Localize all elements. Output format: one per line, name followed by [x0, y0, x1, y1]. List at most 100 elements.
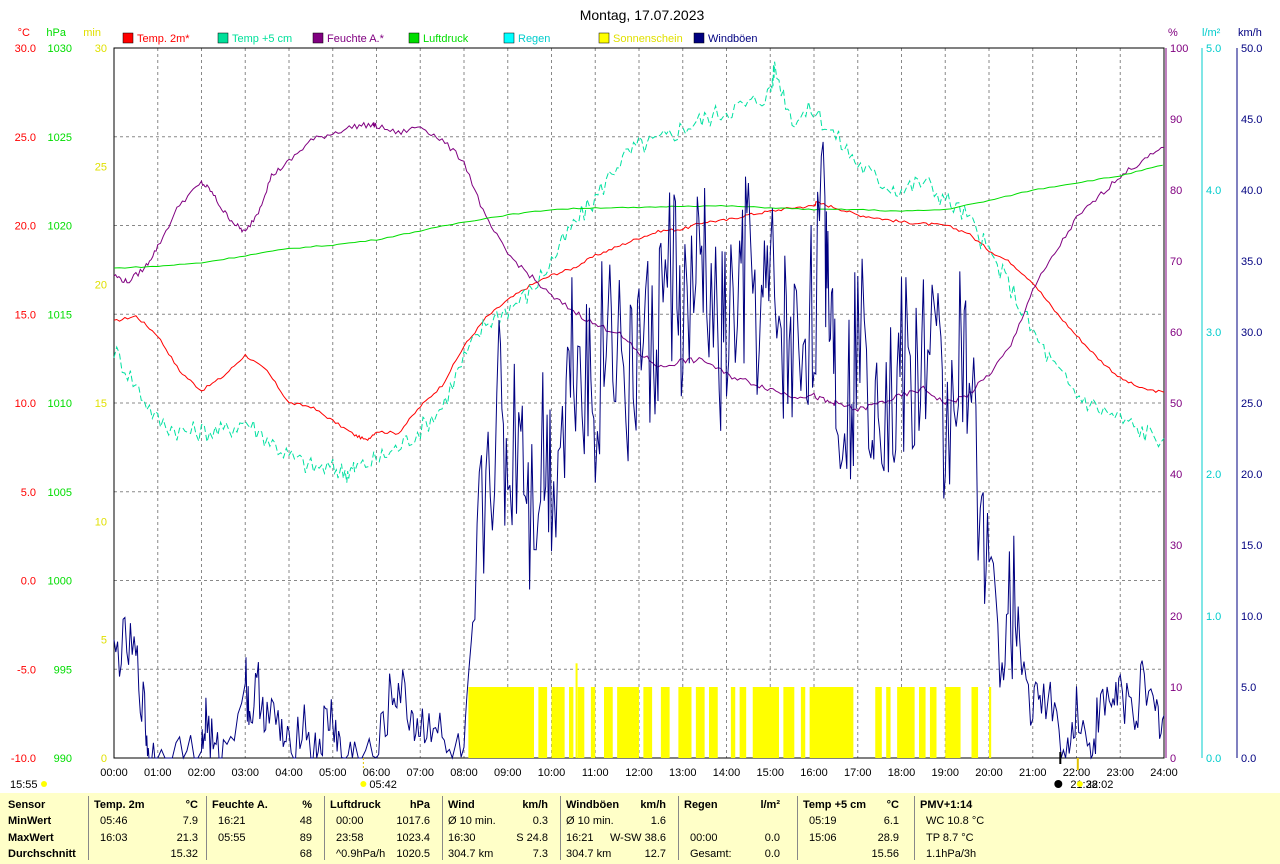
- stats-separator: [678, 796, 679, 860]
- stats-value: 1.6: [650, 815, 666, 827]
- tick-label-wind: 40.0: [1241, 185, 1262, 197]
- tick-label-temp: 30.0: [15, 43, 36, 55]
- tick-label-hum: 50: [1170, 398, 1182, 410]
- tick-label-rain: 3.0: [1206, 327, 1221, 339]
- axis-unit-temp: °C: [18, 27, 30, 39]
- stats-separator: [206, 796, 207, 860]
- sunshine-bar: [569, 687, 574, 758]
- stats-group-unit: hPa: [409, 799, 430, 811]
- legend-label: Sonnenschein: [613, 33, 683, 45]
- stats-value: 1017.6: [396, 815, 430, 827]
- chart-title: Montag, 17.07.2023: [580, 7, 705, 23]
- legend-label: Regen: [518, 33, 550, 45]
- moon-dark-icon: [1054, 780, 1063, 788]
- sunrise-time: 05:42: [369, 779, 397, 791]
- sunshine-bar: [971, 687, 979, 758]
- sunshine-bar: [678, 687, 692, 758]
- stats-time: 05:46: [100, 815, 128, 827]
- sunshine-bar: [989, 687, 992, 758]
- stats-value: 7.3: [532, 848, 548, 860]
- sunshine-bar: [875, 687, 882, 758]
- sunshine-bar: [739, 687, 747, 758]
- legend-swatch: [217, 32, 229, 44]
- axis-unit-hum: %: [1168, 27, 1178, 39]
- sunshine-bar: [643, 687, 653, 758]
- series-lines: [113, 61, 1165, 760]
- tick-label-rain: 2.0: [1206, 469, 1221, 481]
- legend-label: Temp. 2m*: [137, 33, 190, 45]
- stats-time: 16:21: [566, 832, 594, 844]
- stats-time: 304.7 km: [448, 848, 494, 860]
- tick-label-x: 22:00: [1063, 767, 1091, 779]
- sunshine-bar: [783, 687, 795, 758]
- tick-label-press: 1005: [48, 487, 72, 499]
- tick-label-wind: 20.0: [1241, 469, 1262, 481]
- sunshine-bar: [809, 687, 854, 758]
- sunshine-bar: [577, 687, 585, 758]
- sunshine-bar: [695, 687, 705, 758]
- stats-value: 1023.4: [396, 832, 430, 844]
- tick-label-wind: 25.0: [1241, 398, 1262, 410]
- stats-separator: [324, 796, 325, 860]
- tick-label-hum: 20: [1170, 611, 1182, 623]
- tick-label-hum: 60: [1170, 327, 1182, 339]
- stats-separator: [88, 796, 89, 860]
- stats-time: 05:55: [218, 832, 246, 844]
- sunshine-bar: [945, 687, 961, 758]
- tick-label-hum: 100: [1170, 43, 1188, 55]
- stats-value: 0.3: [532, 815, 548, 827]
- stats-row-label: Sensor: [8, 799, 46, 811]
- legend-label: Temp +5 cm: [232, 33, 292, 45]
- tick-label-x: 00:00: [100, 767, 128, 779]
- stats-group-name: PMV+1:14: [920, 799, 973, 811]
- tick-label-press: 995: [54, 664, 72, 676]
- tick-label-sun: 5: [101, 635, 107, 647]
- tick-label-temp: 5.0: [21, 487, 36, 499]
- sunshine-bar: [919, 687, 926, 758]
- tick-label-x: 09:00: [494, 767, 522, 779]
- legend-swatch: [503, 32, 515, 44]
- tick-label-sun: 20: [95, 280, 107, 292]
- stats-time: ^0.9hPa/h: [336, 848, 386, 860]
- moon-time: 22:02: [1086, 779, 1114, 791]
- stats-value: 12.7: [644, 848, 666, 860]
- stats-value: 21.3: [176, 832, 198, 844]
- stats-value: 15.56: [871, 848, 899, 860]
- tick-label-press: 1000: [48, 576, 72, 588]
- tick-label-x: 14:00: [713, 767, 741, 779]
- tick-label-sun: 15: [95, 398, 107, 410]
- stats-group-name: Feuchte A.: [212, 799, 268, 811]
- sunshine-bar: [538, 687, 548, 758]
- legend-label: Windböen: [708, 33, 758, 45]
- moon-icon: [1076, 781, 1083, 787]
- sunshine-bar: [709, 687, 718, 758]
- stats-separator: [442, 796, 443, 860]
- legend-swatch: [408, 32, 420, 44]
- tick-label-x: 20:00: [975, 767, 1003, 779]
- tick-label-x: 17:00: [844, 767, 872, 779]
- tick-label-temp: -10.0: [11, 753, 36, 765]
- tick-label-rain: 0.0: [1206, 753, 1221, 765]
- tick-label-press: 1020: [48, 221, 72, 233]
- tick-label-hum: 90: [1170, 114, 1182, 126]
- stats-time: 00:00: [336, 815, 364, 827]
- tick-label-wind: 30.0: [1241, 327, 1262, 339]
- tick-label-x: 07:00: [406, 767, 434, 779]
- legend-label: Luftdruck: [423, 33, 469, 45]
- stats-value: 6.1: [883, 815, 899, 827]
- tick-label-temp: 10.0: [15, 398, 36, 410]
- tick-label-sun: 30: [95, 43, 107, 55]
- series-line-luftdruck: [113, 164, 1163, 269]
- tick-label-wind: 50.0: [1241, 43, 1262, 55]
- axis-unit-wind: km/h: [1238, 27, 1262, 39]
- tick-label-sun: 10: [95, 516, 107, 528]
- stats-value: 1020.5: [396, 848, 430, 860]
- stats-value: S 24.8: [516, 832, 548, 844]
- tick-label-x: 19:00: [931, 767, 959, 779]
- legend: Temp. 2m* Temp +5 cm Feuchte A.* Luftdruck R…: [122, 32, 758, 45]
- tick-label-hum: 40: [1170, 469, 1182, 481]
- tick-label-temp: -5.0: [17, 664, 36, 676]
- clock-sun-icon: [41, 781, 47, 787]
- stats-value: 48: [299, 815, 312, 827]
